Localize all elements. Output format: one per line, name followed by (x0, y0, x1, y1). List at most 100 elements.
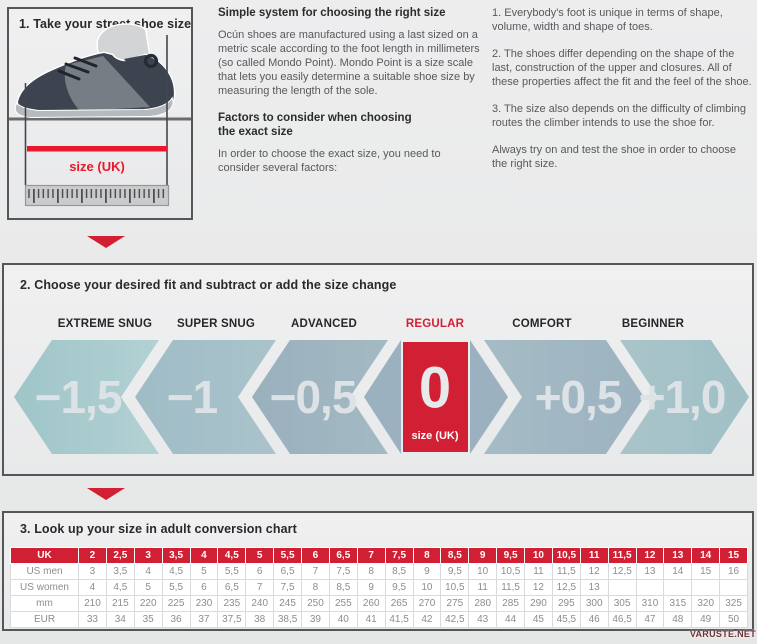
size-table-header-cell: 3 (133, 547, 163, 564)
size-table-row: US men 3 3,5 4 4,5 5 5,5 6 6,5 7 7,5 8 8,5 9 9,5 10 10,5… (10, 563, 748, 580)
size-table-cell: 7,5 (328, 563, 358, 580)
size-table-cell: 245 (273, 595, 302, 612)
ruler-icon (24, 184, 170, 207)
fit-value-advanced: −0,5 (270, 371, 357, 423)
fit-chevron-super-snug (135, 340, 276, 454)
size-table-header-cell: 11,5 (607, 547, 637, 564)
size-table-cell: 12,5 (551, 579, 581, 596)
size-table-row-label: EUR (10, 611, 79, 628)
size-table-cell: 6,5 (217, 579, 247, 596)
size-table-cell: 7 (245, 579, 275, 596)
size-table-cell: 9 (412, 563, 442, 580)
size-table-row-label: mm (10, 595, 79, 612)
fit-value-comfort: +0,5 (535, 371, 622, 423)
size-table-cell: 7,5 (273, 579, 302, 596)
size-table-header-cell: 14 (691, 547, 721, 564)
size-table-cell: 285 (496, 595, 525, 612)
size-table-cell: 320 (691, 595, 721, 612)
size-table-cell: 215 (105, 595, 135, 612)
size-table-cell: 33 (78, 611, 107, 628)
size-table-cell: 6,5 (273, 563, 302, 580)
fit-chevron-extreme-snug (14, 340, 159, 454)
size-table-cell: 295 (551, 595, 581, 612)
step1-title: 1. Take your street shoe size (19, 17, 192, 31)
size-table-row-label: US women (10, 579, 79, 596)
size-table-cell: 8,5 (384, 563, 414, 580)
size-table-header-cell: 9 (468, 547, 498, 564)
size-table-cell: 47 (635, 611, 665, 628)
size-table-row: EUR 33 34 35 36 37 37,5 38 38,5 39 40 41 41,5 42 42,5 4… (10, 611, 748, 628)
size-table-cell: 290 (524, 595, 553, 612)
fit-value-super-snug: −1 (167, 371, 218, 423)
size-table-cell: 300 (579, 595, 609, 612)
size-table-cell: 8 (356, 563, 386, 580)
size-table-cell: 49 (691, 611, 721, 628)
step2-title: 2. Choose your desired fit and subtract … (20, 278, 397, 292)
size-table-cell: 38,5 (273, 611, 302, 628)
size-table-cell: 305 (607, 595, 637, 612)
size-table-cell: 270 (412, 595, 442, 612)
size-table-cell: 10,5 (496, 563, 525, 580)
size-table-cell: 11,5 (551, 563, 581, 580)
fit-regular-sub-label: size (UK) (411, 430, 458, 442)
size-table-cell: 40 (328, 611, 358, 628)
size-table-header-cell: 7 (356, 547, 386, 564)
size-table-cell: 13 (635, 563, 665, 580)
size-table-cell: 5,5 (161, 579, 191, 596)
size-table-cell: 37 (189, 611, 219, 628)
size-table-cell: 46,5 (607, 611, 637, 628)
size-table-cell: 3,5 (105, 563, 135, 580)
intro-heading-1: Simple system for choosing the right siz… (218, 7, 446, 19)
size-table-cell: 265 (384, 595, 414, 612)
shoe-heel (124, 55, 173, 106)
size-table-header-cell: 8 (412, 547, 442, 564)
size-table-header-cell: 9,5 (496, 547, 525, 564)
size-table-cell: 6 (245, 563, 275, 580)
size-table-cell: 46 (579, 611, 609, 628)
size-table-cell: 37,5 (217, 611, 247, 628)
size-table-cell (635, 579, 665, 596)
size-table-row: mm 210 215 220 225 230 235 240 245 250 255 260 265 27… (10, 595, 748, 612)
size-table-cell: 10 (468, 563, 498, 580)
size-table-cell: 50 (719, 611, 748, 628)
intro-para-1: Ocún shoes are manufactured using a last… (218, 29, 480, 97)
size-table-cell: 4,5 (161, 563, 191, 580)
step3-title: 3. Look up your size in adult conversion… (20, 522, 297, 536)
size-table-cell: 36 (161, 611, 191, 628)
size-table-cell: 41,5 (384, 611, 414, 628)
size-table-cell: 11,5 (496, 579, 525, 596)
size-table-header-cell: 10 (524, 547, 553, 564)
size-table-cell: 15 (691, 563, 721, 580)
fit-value-extreme-snug: −1,5 (35, 371, 122, 423)
size-table-cell: 13 (579, 579, 609, 596)
size-table-cell: 9,5 (440, 563, 470, 580)
size-table-header-cell: 4 (189, 547, 219, 564)
size-table-cell: 10 (412, 579, 442, 596)
size-table-cell: 315 (663, 595, 693, 612)
size-table-cell: 12 (524, 579, 553, 596)
size-table-cell: 310 (635, 595, 665, 612)
fit-chevron-beginner (620, 340, 749, 454)
factor-item-3: 3. The size also depends on the difficul… (492, 103, 746, 129)
size-table-cell: 250 (301, 595, 330, 612)
size-table-header-cell: 2,5 (105, 547, 135, 564)
size-table-row: US women 4 4,5 5 5,5 6 6,5 7 7,5 8 8,5 9 9,5 10 10,5 11… (10, 579, 748, 596)
size-table-cell: 225 (161, 595, 191, 612)
size-table-cell: 41 (356, 611, 386, 628)
size-table-cell: 230 (189, 595, 219, 612)
intro-column: Simple system for choosing the right siz… (218, 6, 482, 188)
fit-label-advanced: ADVANCED (291, 318, 357, 330)
step2-panel: 2. Choose your desired fit and subtract … (2, 263, 754, 476)
intro-heading-2: Factors to consider when choosing the ex… (218, 112, 412, 138)
size-table-header-cell: 11 (579, 547, 609, 564)
size-table-header-cell: 3,5 (161, 547, 191, 564)
size-table-cell: 8,5 (328, 579, 358, 596)
size-table-cell: 280 (468, 595, 498, 612)
watermark: VARUSTE.NET (689, 629, 756, 639)
size-table-cell: 7 (301, 563, 330, 580)
size-table-cell: 8 (301, 579, 330, 596)
size-table-cell (719, 579, 748, 596)
fit-value-regular: 0 (419, 356, 451, 421)
size-table-header-cell: 6,5 (328, 547, 358, 564)
